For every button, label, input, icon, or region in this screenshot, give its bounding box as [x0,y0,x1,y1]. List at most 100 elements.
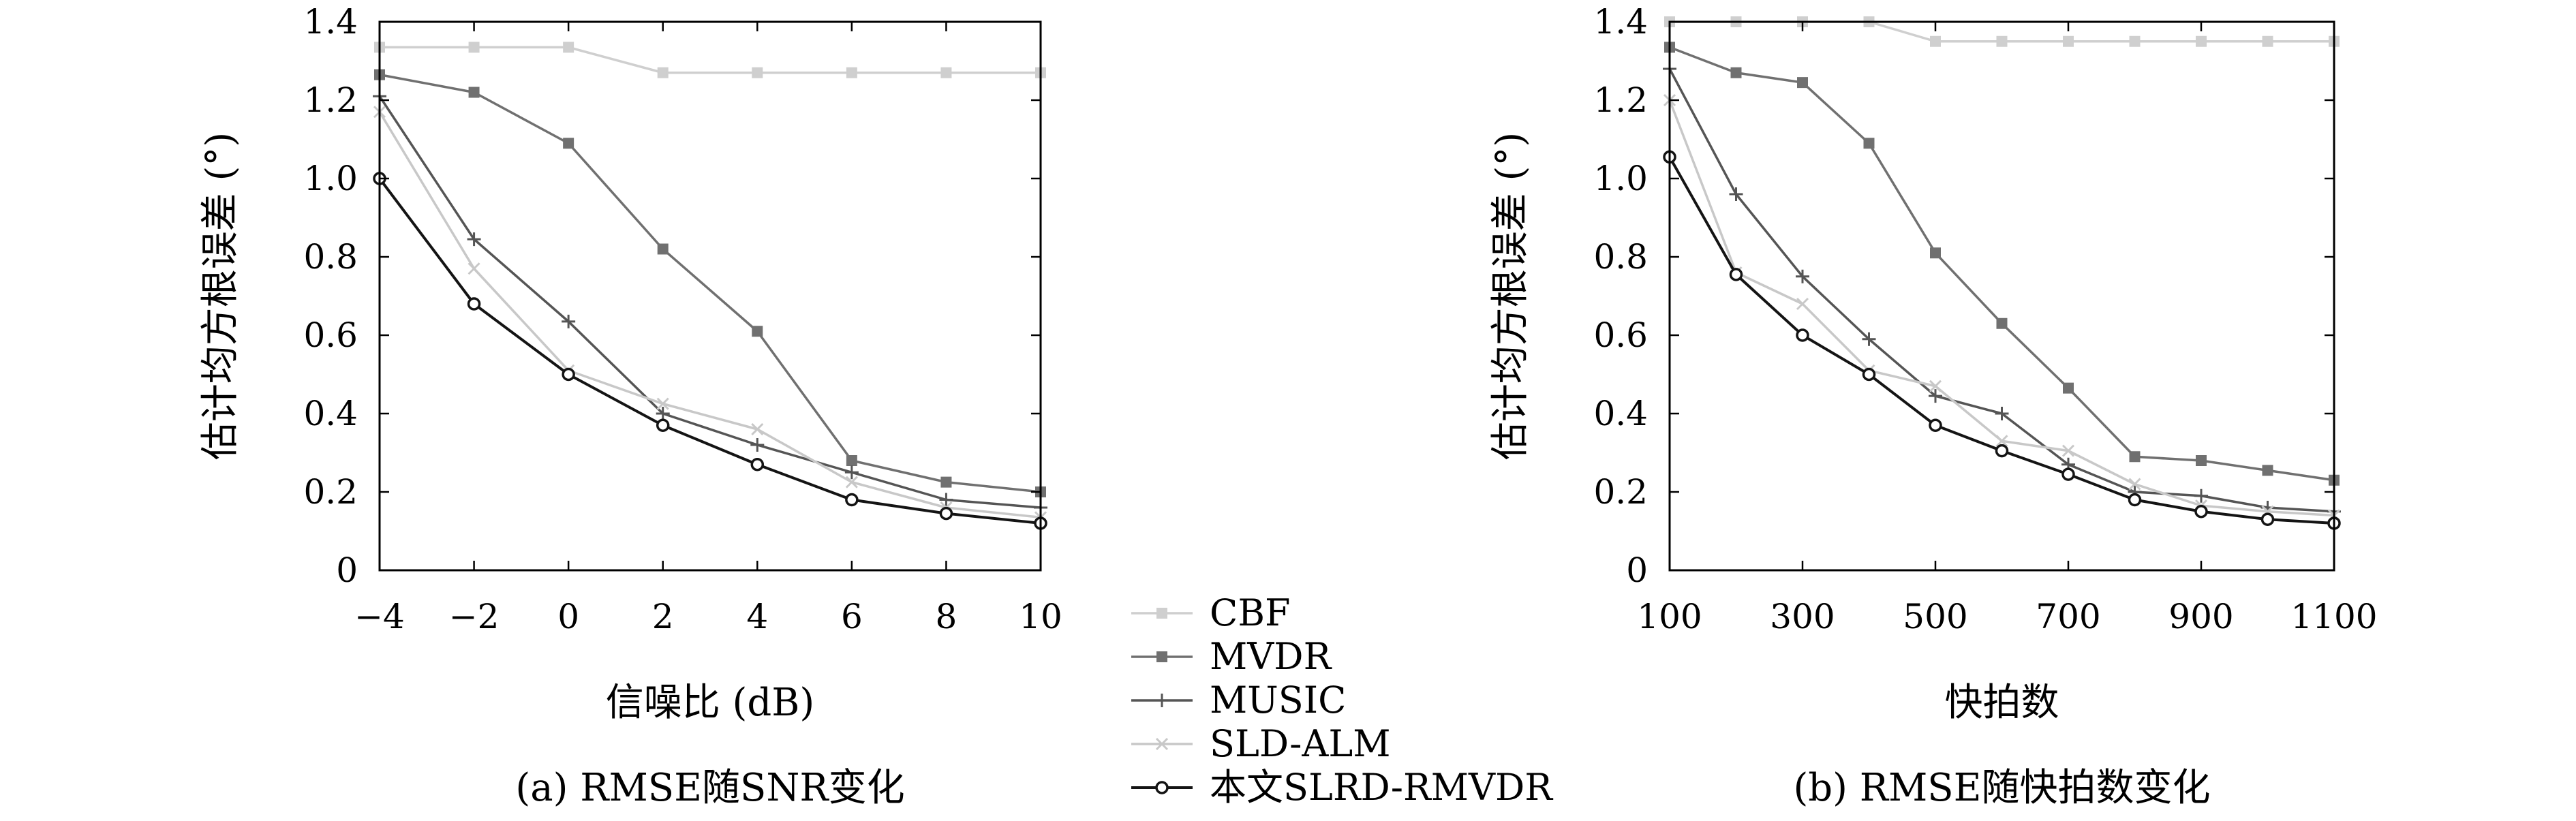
x-tick-label: 0 [557,597,579,636]
y-tick-label: 0.8 [1593,237,1648,277]
series-line [378,177,1041,525]
y-axis-label: 估计均方根误差 (°) [198,132,243,461]
y-tick-label: 0.4 [303,394,358,433]
data-point [562,314,576,328]
y-tick-label: 1.2 [303,80,358,120]
data-point [1863,138,1875,149]
data-point [2061,467,2075,481]
x-tick-label: 2 [652,597,674,636]
data-point [751,422,764,436]
series-mvdr [1664,42,2340,486]
data-point [2262,465,2273,476]
x-tick-label: 10 [1019,597,1062,636]
data-point [846,67,857,78]
legend-label: MUSIC [1210,679,1346,722]
data-point [1729,187,1743,201]
legend-marker [1155,694,1169,707]
y-tick-label: 0.8 [303,237,358,277]
data-point [1862,332,1876,346]
data-point [2196,35,2207,47]
data-point [563,138,574,149]
x-tick-label: 4 [746,597,768,636]
data-point [1929,389,1942,403]
y-tick-label: 0 [1626,551,1648,590]
data-point [467,297,481,311]
data-point [657,243,669,255]
data-point [750,438,765,452]
data-point [845,493,859,507]
x-axis-label: 快拍数 [1945,681,2059,725]
data-point [1862,367,1876,382]
legend-entry-sld-alm: SLD-ALM [1131,722,1391,765]
series-slrd-rmvdr [373,172,1047,530]
legend-swatch [1131,781,1193,794]
data-point [939,506,953,521]
legend-entry-slrd-rmvdr: 本文SLRD-RMVDR [1131,766,1553,809]
data-point [1995,435,2008,448]
x-tick-label: 1100 [2290,597,2377,636]
plot-frame [378,20,1042,572]
y-tick-label: 0.6 [1593,315,1648,355]
data-point [1796,297,1809,311]
data-point [657,67,669,78]
data-point [2128,493,2142,507]
data-point [2194,505,2208,518]
y-tick-label: 1.2 [1593,80,1648,120]
y-tick-label: 0.6 [303,315,358,355]
x-axis-ticks: −4 −2 0 2 4 6 8 10 [354,22,1062,636]
data-point [656,397,669,410]
data-point [2129,451,2141,463]
data-point [1996,35,2008,47]
legend-entry-mvdr: MVDR [1131,635,1332,678]
subfigure-caption: (a) RMSE随SNR变化 [515,766,904,810]
data-point [1730,67,1742,78]
data-point [846,455,857,466]
x-tick-label: −2 [449,597,500,636]
data-point [1797,77,1808,89]
series-line [378,111,1041,519]
data-point [1796,269,1809,283]
legend-marker [1156,651,1167,662]
legend-entry-music: MUSIC [1131,679,1346,722]
x-tick-label: 100 [1637,597,1702,636]
y-axis-label: 估计均方根误差 (°) [1488,132,1533,461]
data-point [562,367,575,382]
data-point [939,493,953,507]
series-music [373,89,1047,514]
x-tick-label: 300 [1770,597,1835,636]
data-point [656,418,670,432]
chart-panel-snapshots: 100 300 500 700 900 1100 00.20.40.60.81.01.21… [1488,2,2378,810]
y-axis-ticks: 0 0.2 0.4 0.6 0.8 1.0 1.2 1.4 [1593,2,2334,590]
data-point [1929,418,1942,432]
data-point [1995,444,2009,458]
legend-label: CBF [1210,591,1290,634]
data-point [940,476,952,488]
x-tick-label: 900 [2168,597,2233,636]
data-point [1929,379,1942,392]
x-axis-ticks: 100 300 500 700 900 1100 [1637,22,2378,636]
subfigure-caption: (b) RMSE随快拍数变化 [1793,766,2210,810]
legend-swatch [1131,651,1193,662]
legend-label: SLD-ALM [1210,722,1391,765]
data-point [1995,407,2009,420]
series-layer [373,42,1047,530]
data-point [2262,35,2273,47]
data-point [752,326,763,337]
legend: CBF MVDR MUSIC SLD-ALM 本文SLRD-RMVDR [1131,591,1553,809]
legend-entry-cbf: CBF [1131,591,1290,634]
y-tick-label: 1.4 [303,2,358,42]
data-point [467,232,481,247]
data-point [656,407,670,420]
data-point [752,67,763,78]
y-tick-label: 1.0 [1593,159,1648,198]
data-point [468,87,480,98]
data-point [2260,512,2275,526]
data-point [844,465,859,480]
plot-frame [1668,20,2335,572]
data-point [2196,455,2207,466]
data-point [1729,268,1743,281]
series-cbf [374,42,1046,78]
x-tick-label: 6 [841,597,863,636]
legend-marker [1155,781,1169,794]
